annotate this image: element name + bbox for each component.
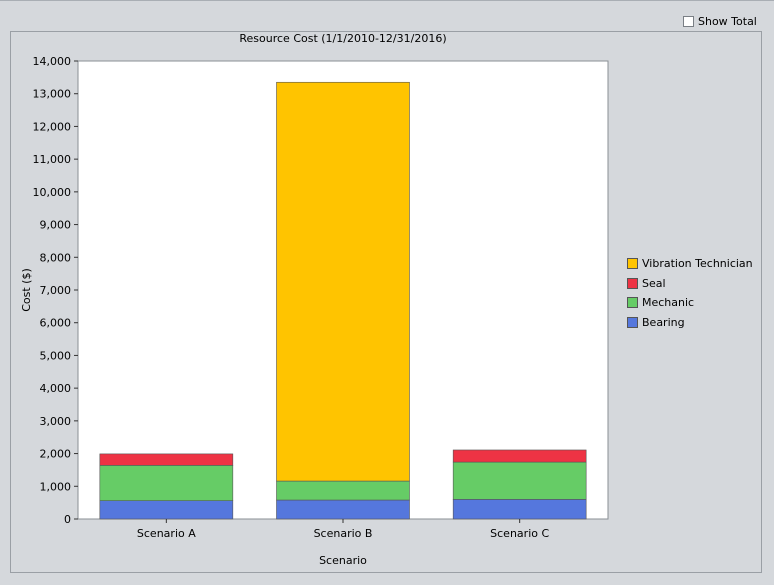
bar-segment-seal — [99, 453, 234, 466]
y-tick-label: 2,000 — [40, 448, 72, 461]
x-tick-label: Scenario B — [314, 527, 373, 540]
bar-segment-bearing — [452, 499, 587, 520]
y-axis-label: Cost ($) — [20, 268, 33, 312]
x-axis-label: Scenario — [319, 554, 367, 567]
bar-segment-vibration-technician — [276, 81, 410, 482]
show-total-label: Show Total — [698, 14, 757, 28]
bar-segment-seal — [452, 449, 587, 463]
y-tick-label: 6,000 — [40, 317, 72, 330]
show-total-toggle[interactable]: Show Total — [683, 13, 757, 29]
top-rule — [0, 0, 774, 1]
legend-item: Vibration Technician — [627, 254, 753, 274]
y-tick-label: 10,000 — [33, 186, 72, 199]
y-tick-label: 11,000 — [33, 153, 72, 166]
legend-swatch — [627, 277, 638, 289]
bar-segment-mechanic — [276, 480, 410, 501]
legend-swatch — [627, 316, 638, 328]
y-tick-label: 5,000 — [40, 349, 72, 362]
bar-segment-mechanic — [99, 465, 234, 501]
legend-item: Mechanic — [627, 293, 753, 313]
legend-item: Bearing — [627, 313, 753, 333]
y-tick-label: 9,000 — [40, 219, 72, 232]
legend-label: Mechanic — [642, 296, 695, 310]
bar-segment-bearing — [99, 500, 234, 520]
y-tick-label: 7,000 — [40, 284, 72, 297]
y-tick-label: 13,000 — [33, 88, 72, 101]
y-tick-label: 4,000 — [40, 382, 72, 395]
bar-segment-bearing — [276, 499, 410, 520]
legend-swatch — [627, 258, 638, 270]
chart-legend: Vibration Technician Seal Mechanic Bearing — [627, 254, 753, 332]
legend-label: Bearing — [642, 315, 685, 329]
legend-label: Vibration Technician — [642, 257, 753, 271]
show-total-checkbox[interactable] — [683, 15, 694, 27]
bar-segment-mechanic — [452, 461, 587, 500]
legend-swatch — [627, 297, 638, 309]
legend-item: Seal — [627, 274, 753, 294]
x-tick-label: Scenario C — [490, 527, 549, 540]
x-tick-label: Scenario A — [137, 527, 196, 540]
y-tick-label: 0 — [64, 513, 71, 526]
chart-title: Resource Cost (1/1/2010-12/31/2016) — [239, 32, 446, 45]
legend-label: Seal — [642, 276, 666, 290]
y-tick-label: 8,000 — [40, 251, 72, 264]
y-tick-label: 14,000 — [33, 55, 72, 68]
y-tick-label: 12,000 — [33, 120, 72, 133]
y-tick-label: 3,000 — [40, 415, 72, 428]
y-tick-label: 1,000 — [40, 480, 72, 493]
